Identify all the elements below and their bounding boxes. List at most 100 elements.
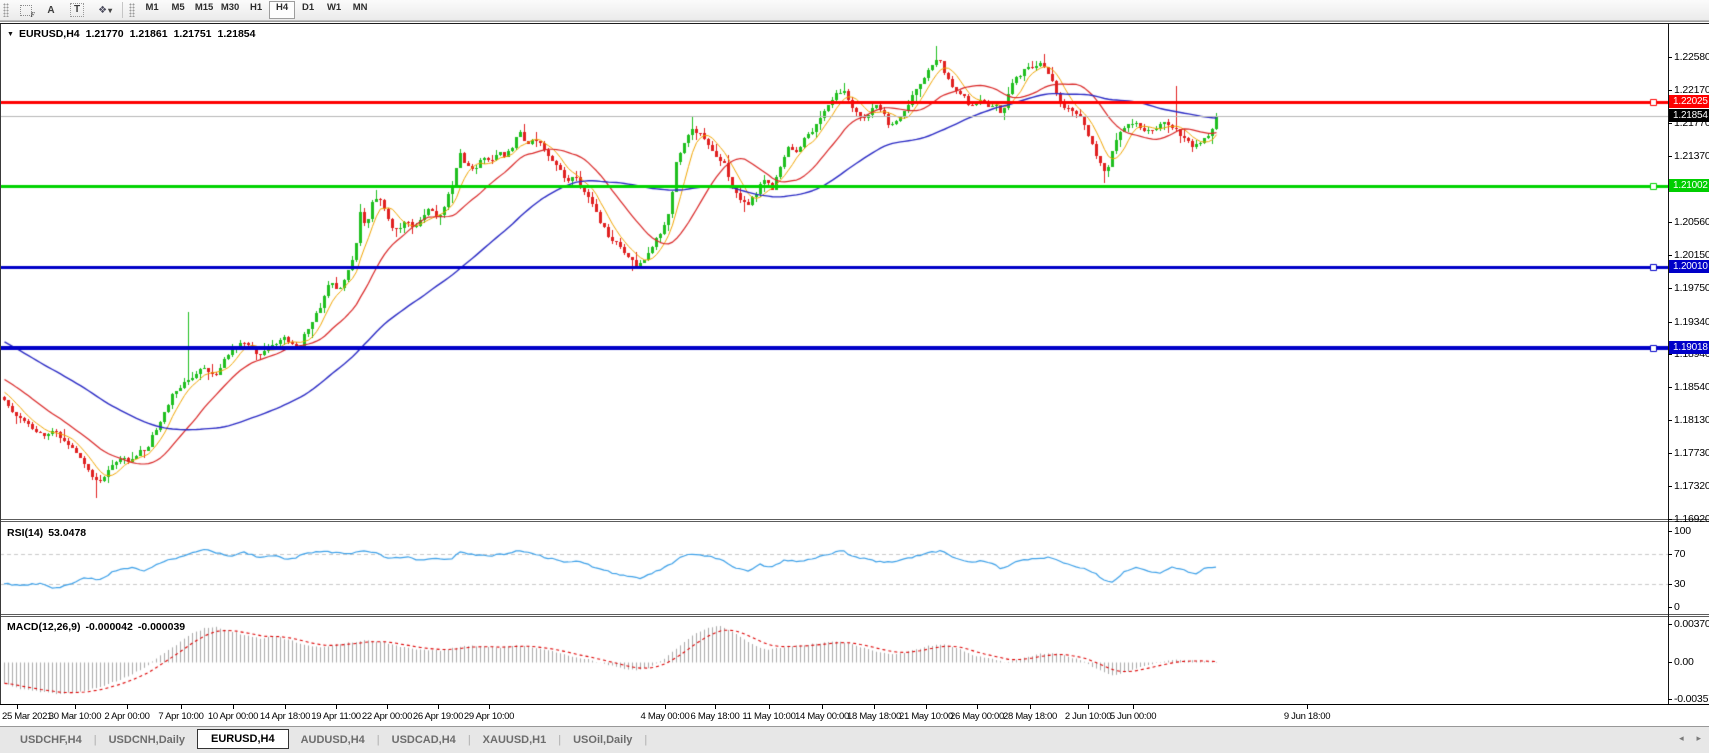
- price-tick: [1668, 123, 1672, 124]
- price-axis-label: 1.22170: [1674, 84, 1709, 96]
- time-axis-label: 4 May 00:00: [640, 711, 690, 722]
- hline-price-badge: 1.22025: [1669, 95, 1709, 108]
- price-tick: [1668, 322, 1672, 323]
- macd-axis-label: 0.00: [1674, 656, 1694, 668]
- macd-label: MACD(12,26,9) -0.000042 -0.000039: [7, 621, 185, 633]
- window-menu-icon[interactable]: ▼: [7, 31, 14, 38]
- timeframe-button-m1[interactable]: M1: [145, 2, 159, 13]
- time-axis-label: 14 May 00:00: [795, 711, 849, 722]
- shapes-dropdown-button[interactable]: ❖ ▾: [92, 2, 118, 19]
- tab-scroll-left-icon[interactable]: ◂: [1679, 734, 1684, 744]
- time-axis-label: 25 Mar 2021: [2, 711, 53, 722]
- shapes-icon: ❖: [98, 4, 107, 16]
- time-axis-label: 9 Jun 18:00: [1283, 711, 1331, 722]
- panel-separator-macd[interactable]: [0, 614, 1709, 617]
- timeframe-button-m30[interactable]: M30: [220, 2, 240, 13]
- macd-indicator-chart[interactable]: [0, 617, 1668, 704]
- rsi-indicator-chart[interactable]: [0, 522, 1668, 614]
- time-axis-label: 28 May 18:00: [1003, 711, 1057, 722]
- template-grid-button[interactable]: F: [14, 2, 38, 19]
- time-tick: [1307, 705, 1308, 709]
- timeframe-button-d1[interactable]: D1: [302, 2, 315, 13]
- chart-title: ▼ EURUSD,H4 1.21770 1.21861 1.21751 1.21854: [7, 28, 256, 40]
- price-tick: [1668, 624, 1672, 625]
- time-axis-label: 6 May 18:00: [690, 711, 740, 722]
- timeframe-group: M1 M5 M15 M30 H1 H4 D1 W1 MN: [139, 0, 373, 21]
- toolbar: F A T ❖ ▾ M1 M5 M15 M30 H1 H4 D1 W1 MN: [0, 0, 1709, 21]
- chart-tab-usdcnh[interactable]: USDCNH,Daily: [108, 734, 185, 746]
- price-tick: [1668, 57, 1672, 58]
- chart-tab-eurusd[interactable]: EURUSD,H4: [197, 729, 289, 749]
- current-price-badge: 1.21854: [1669, 109, 1709, 122]
- time-axis-label: 29 Apr 10:00: [463, 711, 515, 722]
- timeframe-button-w1[interactable]: W1: [326, 2, 342, 13]
- price-axis-label: 1.19750: [1674, 282, 1709, 294]
- time-axis-label: 7 Apr 10:00: [158, 711, 204, 722]
- price-tick: [1668, 519, 1672, 520]
- time-axis-label: 21 May 10:00: [899, 711, 953, 722]
- tab-scroll-right-icon[interactable]: ▸: [1696, 734, 1701, 744]
- timeframe-button-m15[interactable]: M15: [194, 2, 214, 13]
- chart-tab-bar: USDCHF,H4 | USDCNH,Daily EURUSD,H4 AUDUSD,H4…: [0, 726, 1709, 753]
- hline-price-badge: 1.20010: [1669, 260, 1709, 273]
- price-axis-label: 1.20560: [1674, 216, 1709, 228]
- time-axis-label: 18 May 18:00: [847, 711, 901, 722]
- price-tick: [1668, 90, 1672, 91]
- toolbar-grip[interactable]: [3, 3, 9, 17]
- time-axis[interactable]: 25 Mar 2021 30 Mar 10:00 2 Apr 00:00 7 Apr …: [0, 704, 1709, 726]
- rsi-axis-label: 0: [1674, 601, 1680, 613]
- timeframe-button-h1[interactable]: H1: [250, 2, 263, 13]
- time-tick: [233, 705, 234, 709]
- timeframe-button-m5[interactable]: M5: [171, 2, 185, 13]
- toolbar-separator: [122, 2, 124, 18]
- chart-left-border: [0, 24, 1, 704]
- price-tick: [1668, 255, 1672, 256]
- rsi-axis-label: 30: [1674, 578, 1686, 590]
- label-tool-button[interactable]: T: [64, 2, 90, 19]
- price-tick: [1668, 584, 1672, 585]
- time-tick: [17, 705, 18, 709]
- price-tick: [1668, 554, 1672, 555]
- text-tool-button[interactable]: A: [40, 2, 62, 19]
- price-tick: [1668, 387, 1672, 388]
- time-tick: [285, 705, 286, 709]
- close-value: 1.21854: [217, 28, 256, 40]
- time-axis-label: 11 May 10:00: [742, 711, 796, 722]
- macd-axis-label: -0.003572: [1674, 693, 1709, 705]
- time-tick: [127, 705, 128, 709]
- hline-price-badge: 1.21002: [1669, 179, 1709, 192]
- price-axis-label: 1.17730: [1674, 447, 1709, 459]
- price-axis-label: 1.17320: [1674, 480, 1709, 492]
- price-tick: [1668, 662, 1672, 663]
- chevron-down-icon: ▾: [108, 5, 113, 15]
- timeframe-button-h4[interactable]: H4: [269, 1, 296, 19]
- text-tool-label: A: [47, 4, 55, 16]
- price-axis-label: 1.22580: [1674, 51, 1709, 63]
- chart-tab-usoil[interactable]: USOil,Daily: [573, 734, 633, 746]
- chart-tab-usdchf[interactable]: USDCHF,H4: [20, 734, 82, 746]
- time-axis-label: 22 Apr 00:00: [361, 711, 413, 722]
- time-axis-label: 30 Mar 10:00: [48, 711, 102, 722]
- price-tick: [1668, 354, 1672, 355]
- main-price-chart[interactable]: [0, 24, 1668, 519]
- timeframe-button-mn[interactable]: MN: [352, 2, 368, 13]
- time-tick: [489, 705, 490, 709]
- chart-tab-xauusd[interactable]: XAUUSD,H1: [482, 734, 547, 746]
- time-tick: [387, 705, 388, 709]
- chart-tab-usdcad[interactable]: USDCAD,H4: [391, 734, 456, 746]
- price-axis-border: [1668, 24, 1669, 704]
- chart-tab-audusd[interactable]: AUDUSD,H4: [300, 734, 365, 746]
- time-tick: [822, 705, 823, 709]
- tab-separator: |: [376, 734, 380, 746]
- toolbar-grip-2[interactable]: [129, 3, 136, 17]
- rsi-label: RSI(14) 53.0478: [7, 527, 86, 539]
- time-tick: [181, 705, 182, 709]
- panel-separator-rsi[interactable]: [0, 519, 1709, 522]
- price-tick: [1668, 453, 1672, 454]
- macd-name: MACD(12,26,9): [7, 621, 81, 633]
- macd-main-value: -0.000042: [85, 621, 133, 633]
- price-tick: [1668, 420, 1672, 421]
- time-tick: [336, 705, 337, 709]
- time-tick: [1133, 705, 1134, 709]
- time-axis-label: 26 Apr 19:00: [412, 711, 464, 722]
